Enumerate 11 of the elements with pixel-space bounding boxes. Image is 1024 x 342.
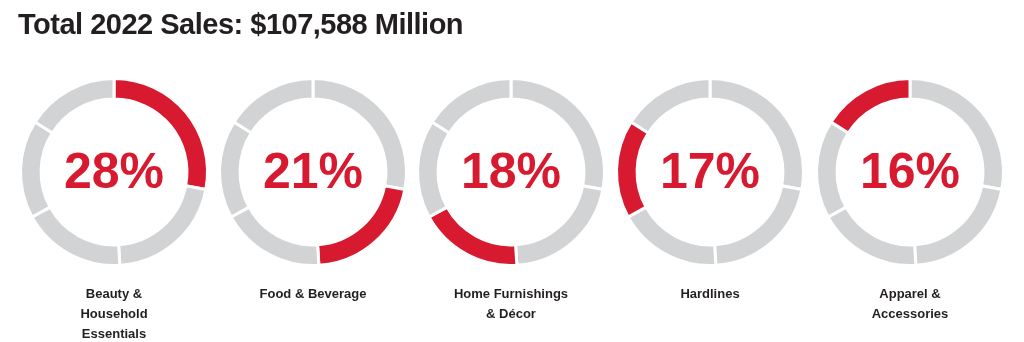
text: Apparel & Accessories xyxy=(870,285,950,323)
text: Hardlines xyxy=(679,285,741,303)
text: 17% xyxy=(659,142,761,199)
text: Home Furnishings & Décor xyxy=(452,285,570,323)
text: 16% xyxy=(859,142,961,199)
text: 18% xyxy=(460,142,562,199)
text: Food & Beverage xyxy=(258,285,368,303)
text: Total 2022 Sales: $107,588 Million xyxy=(18,8,464,41)
text: 21% xyxy=(262,142,364,199)
text: Beauty & Household Essentials xyxy=(79,285,149,342)
text: 28% xyxy=(63,142,165,199)
